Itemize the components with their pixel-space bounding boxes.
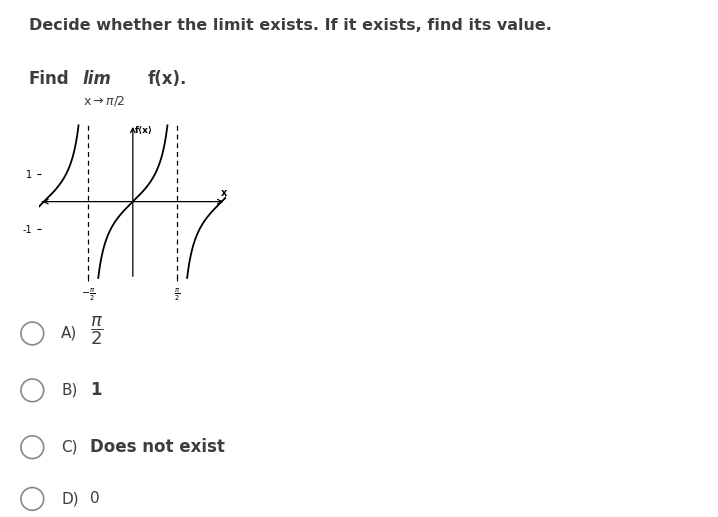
Text: x: x [220, 188, 227, 199]
Text: f⟨x⟩: f⟨x⟩ [135, 126, 153, 135]
Text: f(x).: f(x). [147, 70, 187, 88]
Text: x$\rightarrow$$\pi$/2: x$\rightarrow$$\pi$/2 [83, 94, 125, 108]
Text: Does not exist: Does not exist [90, 438, 225, 456]
Text: C): C) [61, 439, 78, 455]
Text: lim: lim [83, 70, 111, 88]
Text: A): A) [61, 326, 78, 341]
Text: D): D) [61, 491, 79, 507]
Text: Find: Find [29, 70, 70, 88]
Text: $\dfrac{\pi}{2}$: $\dfrac{\pi}{2}$ [90, 314, 103, 347]
Text: B): B) [61, 383, 78, 398]
Text: Decide whether the limit exists. If it exists, find its value.: Decide whether the limit exists. If it e… [29, 18, 551, 33]
Text: 0: 0 [90, 491, 99, 507]
Text: 1: 1 [90, 382, 101, 399]
